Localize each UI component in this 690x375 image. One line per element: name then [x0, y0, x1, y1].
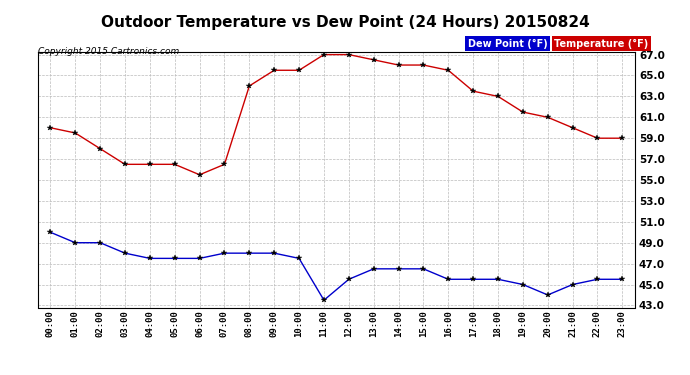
Text: Outdoor Temperature vs Dew Point (24 Hours) 20150824: Outdoor Temperature vs Dew Point (24 Hou… — [101, 15, 589, 30]
Text: Dew Point (°F): Dew Point (°F) — [468, 39, 547, 49]
Text: Temperature (°F): Temperature (°F) — [554, 39, 649, 49]
Text: Copyright 2015 Cartronics.com: Copyright 2015 Cartronics.com — [38, 47, 179, 56]
